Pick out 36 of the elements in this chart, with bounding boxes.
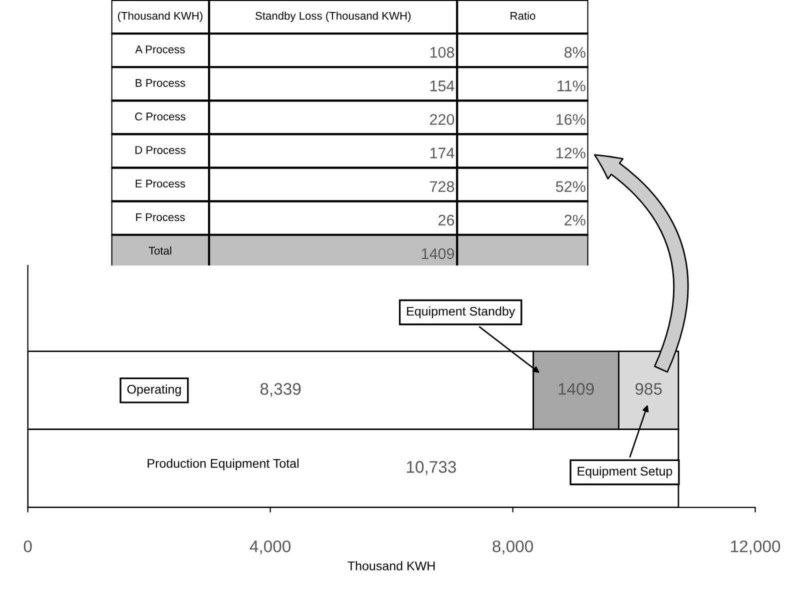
category-label: C Process <box>135 112 186 120</box>
data-label: 10,733 <box>406 461 456 475</box>
x-tick-label: 0 <box>24 540 32 552</box>
data-label: 174 <box>430 148 454 158</box>
data-label: 1409 <box>558 383 594 395</box>
category-label: Total <box>148 246 172 255</box>
series-label: Operating <box>127 384 181 396</box>
text: Equipment Standby <box>407 306 516 318</box>
data-label: 1409 <box>422 248 454 260</box>
data-label: 985 <box>635 383 662 395</box>
x-axis-title: Thousand KWH <box>348 561 435 570</box>
category-label: F Process <box>136 213 185 222</box>
data-label: 12% <box>556 148 586 158</box>
text: Equipment Setup <box>578 466 672 478</box>
data-label: 26 <box>438 214 454 226</box>
x-tick-label: 12,000 <box>731 540 780 554</box>
data-label: 8,339 <box>260 383 301 397</box>
data-label: 16% <box>556 114 586 125</box>
x-tick-label: 4,000 <box>250 540 291 554</box>
text: (Thousand KWH) <box>118 12 202 22</box>
category-label: E Process <box>136 180 186 188</box>
series-label: Standby Loss (Thousand KWH) <box>255 12 411 22</box>
category-label: A Process <box>135 46 185 54</box>
data-label: 8% <box>564 46 586 58</box>
data-label: 728 <box>430 181 454 192</box>
data-label: 52% <box>556 181 586 192</box>
x-tick-label: 8,000 <box>492 540 533 554</box>
series-label: Ratio <box>510 12 536 20</box>
data-label: 220 <box>430 114 454 125</box>
category-label: B Process <box>136 79 186 87</box>
data-label: 108 <box>430 46 454 58</box>
series-label: Production Equipment Total <box>148 458 299 470</box>
data-label: 154 <box>430 80 454 92</box>
data-label: 2% <box>564 214 586 226</box>
category-label: D Process <box>135 146 186 154</box>
data-label: 11% <box>558 80 586 92</box>
